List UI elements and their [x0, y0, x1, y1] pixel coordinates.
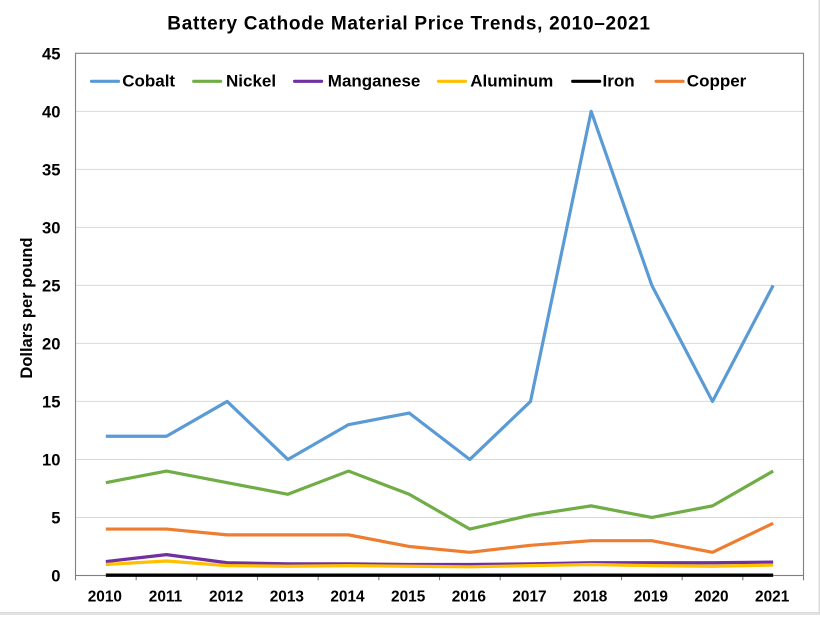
- svg-text:Cobalt: Cobalt: [122, 72, 175, 91]
- svg-text:Battery Cathode Material Price: Battery Cathode Material Price Trends, 2…: [167, 14, 650, 35]
- svg-text:2018: 2018: [573, 588, 608, 605]
- svg-text:25: 25: [42, 276, 60, 295]
- svg-text:Copper: Copper: [687, 72, 747, 91]
- svg-text:20: 20: [42, 334, 60, 353]
- svg-text:2019: 2019: [634, 588, 668, 605]
- svg-text:40: 40: [42, 102, 60, 121]
- svg-text:Manganese: Manganese: [328, 72, 421, 91]
- svg-text:2015: 2015: [391, 588, 426, 605]
- svg-text:Nickel: Nickel: [226, 72, 276, 91]
- svg-text:2011: 2011: [149, 588, 183, 605]
- svg-text:Aluminum: Aluminum: [470, 72, 553, 91]
- svg-text:2012: 2012: [209, 588, 243, 605]
- svg-text:Iron: Iron: [603, 72, 635, 91]
- svg-text:30: 30: [42, 218, 60, 237]
- svg-text:2010: 2010: [88, 588, 122, 605]
- svg-text:2016: 2016: [452, 588, 486, 605]
- svg-text:Dollars per pound: Dollars per pound: [18, 237, 36, 378]
- svg-text:0: 0: [51, 567, 60, 586]
- svg-text:15: 15: [42, 392, 60, 411]
- svg-text:10: 10: [42, 450, 60, 469]
- svg-text:45: 45: [42, 44, 60, 63]
- svg-text:2014: 2014: [330, 588, 365, 605]
- svg-text:5: 5: [51, 508, 60, 527]
- svg-text:2020: 2020: [694, 588, 728, 605]
- svg-text:35: 35: [42, 160, 60, 179]
- svg-text:2017: 2017: [512, 588, 546, 605]
- svg-text:2013: 2013: [270, 588, 304, 605]
- svg-text:2021: 2021: [755, 588, 790, 605]
